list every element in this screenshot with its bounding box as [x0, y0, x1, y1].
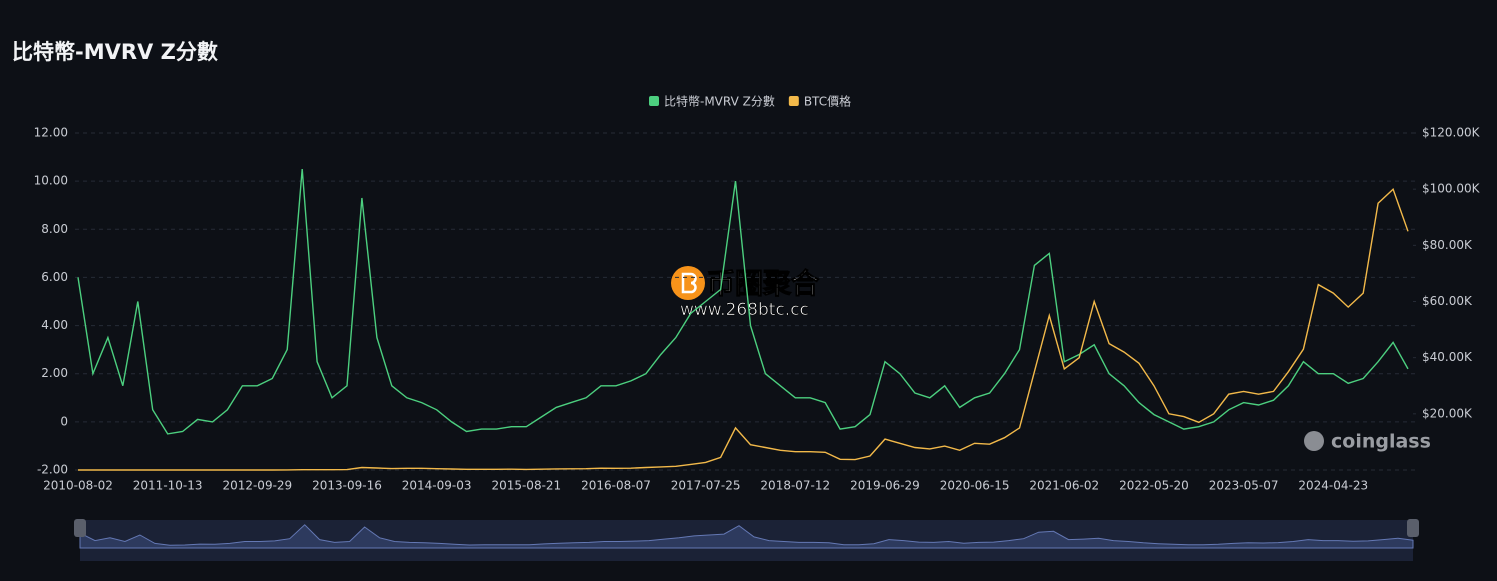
- y-tick-label: 0: [60, 414, 68, 428]
- series-line: [77, 169, 1409, 435]
- chart-title: 比特幣-MVRV Z分數: [12, 40, 218, 64]
- x-tick-label: 2016-08-07: [581, 479, 651, 493]
- x-tick-label: 2020-06-15: [940, 479, 1010, 493]
- y2-tick-label: $40.00K: [1422, 350, 1473, 364]
- y-tick-label: 6.00: [41, 270, 68, 284]
- navigator-area: [79, 524, 1414, 549]
- legend-label[interactable]: BTC價格: [804, 94, 851, 109]
- y2-tick-label: $100.00K: [1422, 182, 1481, 196]
- y-tick-label: 4.00: [41, 318, 68, 332]
- y2-tick-label: $60.00K: [1422, 294, 1473, 308]
- x-tick-label: 2013-09-16: [312, 479, 382, 493]
- series-line: [78, 187, 1409, 471]
- y-tick-label: 12.00: [34, 126, 68, 140]
- x-tick-label: 2019-06-29: [850, 479, 920, 493]
- x-tick-label: 2023-05-07: [1209, 479, 1279, 493]
- y-tick-label: -2.00: [37, 463, 68, 477]
- x-tick-label: 2014-09-03: [402, 479, 472, 493]
- y2-tick-label: $120.00K: [1422, 126, 1481, 140]
- source-text: coinglass: [1331, 431, 1431, 453]
- navigator-handle[interactable]: [74, 519, 86, 537]
- y2-tick-label: $80.00K: [1422, 238, 1473, 252]
- legend-label[interactable]: 比特幣-MVRV Z分數: [664, 94, 775, 109]
- x-tick-label: 2021-06-02: [1029, 479, 1099, 493]
- y-tick-label: 8.00: [41, 222, 68, 236]
- y2-tick-label: $20.00K: [1422, 406, 1473, 420]
- y-tick-label: 10.00: [34, 174, 68, 188]
- x-tick-label: 2015-08-21: [491, 479, 561, 493]
- x-tick-label: 2017-07-25: [671, 479, 741, 493]
- navigator-handle[interactable]: [1407, 519, 1419, 537]
- y-tick-label: 2.00: [41, 366, 68, 380]
- x-tick-label: 2022-05-20: [1119, 479, 1189, 493]
- brand-url: www.268btc.cc: [680, 300, 809, 320]
- brand-icon: [671, 266, 705, 300]
- x-tick-label: 2010-08-02: [43, 479, 113, 493]
- x-tick-label: 2018-07-12: [760, 479, 830, 493]
- legend: 比特幣-MVRV Z分數 BTC價格: [649, 94, 851, 109]
- brand-icon-glyph: [681, 272, 697, 294]
- brand-text: 币圈聚合: [707, 267, 820, 300]
- watermark: 币圈聚合 www.268btc.cc coinglass: [671, 266, 1431, 453]
- legend-swatch: [788, 96, 799, 106]
- legend-swatch: [649, 96, 659, 106]
- x-tick-label: 2024-04-23: [1298, 479, 1368, 493]
- source-icon: [1304, 431, 1324, 451]
- x-tick-label: 2011-10-13: [133, 479, 203, 493]
- x-tick-label: 2012-09-29: [222, 479, 292, 493]
